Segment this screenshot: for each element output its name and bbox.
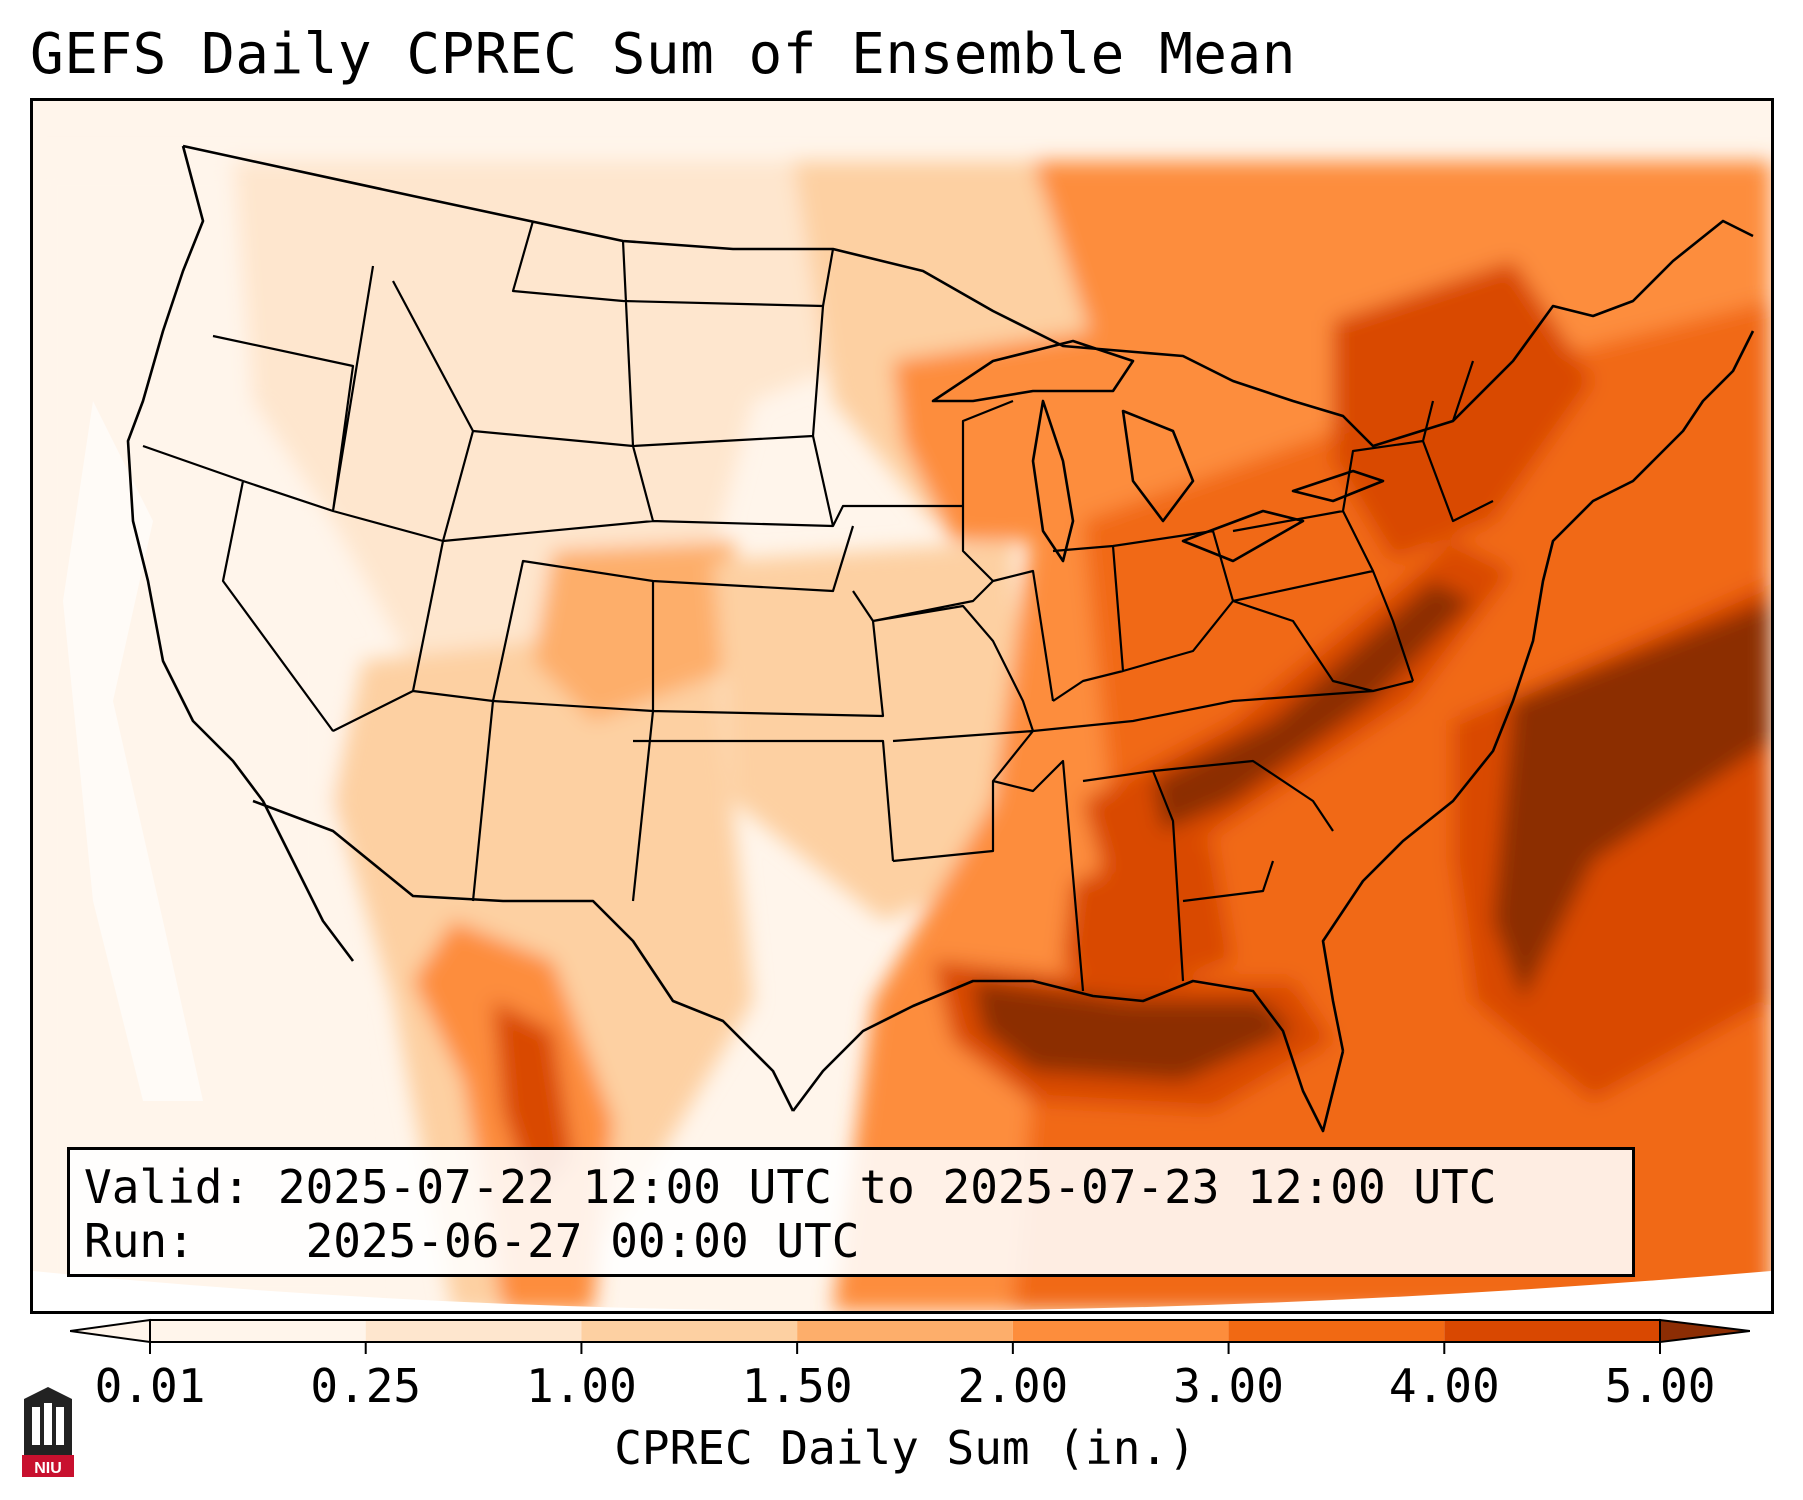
us-canada-border [182,144,1754,448]
precip-region-mississippi [1063,841,1233,1001]
projection-edge [33,1271,1771,1311]
precip-region-central-plains [713,541,1033,921]
map-title: GEFS Daily CPREC Sum of Ensemble Mean [30,22,1296,87]
colorbar-segment [1444,1320,1660,1342]
colorbar-segment [797,1320,1013,1342]
precip-map [33,101,1771,1311]
colorbar-label: CPREC Daily Sum (in.) [614,1421,1196,1475]
colorbar-tick-label: 2.00 [957,1359,1069,1413]
atlantic-coast [1321,330,1755,1052]
valid-line: Valid: 2025-07-22 12:00 UTC to 2025-07-2… [84,1160,1618,1214]
us-mexico-border [252,799,795,1112]
colorbar-outline [149,1319,1661,1343]
colorbar-extend-high [1659,1318,1750,1344]
map-panel [30,98,1774,1314]
precip-region-gulf-core [973,981,1293,1081]
gulf-coast [791,979,1345,1133]
colorbar-segment [150,1320,366,1342]
precip-band-appalachian-core [1153,581,1473,831]
lake-michigan [1031,399,1075,563]
valid-value: 2025-07-22 12:00 UTC to 2025-07-23 12:00… [277,1160,1497,1214]
projection-edge-left [63,401,203,1101]
colorbar-tick-label: 0.01 [94,1359,206,1413]
validity-info-box: Valid: 2025-07-22 12:00 UTC to 2025-07-2… [67,1147,1635,1277]
state-lines [142,220,1494,992]
colorbar-segment [365,1320,582,1342]
run-value: 2025-06-27 00:00 UTC [305,1214,860,1268]
lake-erie [1181,509,1305,563]
precip-shading [33,161,1771,1311]
colorbar-segment [1012,1320,1229,1342]
lake-huron [1121,409,1195,523]
colorbar-tick-label: 4.00 [1388,1359,1500,1413]
colorbar-tick-label: 1.50 [741,1359,853,1413]
colorbar-tick-label: 5.00 [1604,1359,1716,1413]
logo-text: NIU [34,1460,62,1477]
colorbar-tick-label: 3.00 [1173,1359,1284,1413]
boundaries [126,144,1755,1133]
colorbar [70,1318,1750,1354]
colorbar-segment [581,1320,798,1342]
colorbar-extend-low [70,1318,151,1344]
run-label: Run: [84,1214,195,1268]
niu-logo: NIU [22,1387,74,1477]
colorbar-segment [1228,1320,1445,1342]
colorbar-tick-label: 1.00 [526,1359,637,1413]
run-line: Run: 2025-06-27 00:00 UTC [84,1214,1618,1268]
colorbar-tick-label: 0.25 [310,1359,422,1413]
precip-region-atlantic-core [1493,601,1771,1001]
lake-superior [931,339,1135,403]
west-coast [126,145,355,962]
precip-region-colorado [533,541,753,721]
valid-label: Valid: [84,1160,251,1214]
lake-ontario [1291,469,1385,503]
